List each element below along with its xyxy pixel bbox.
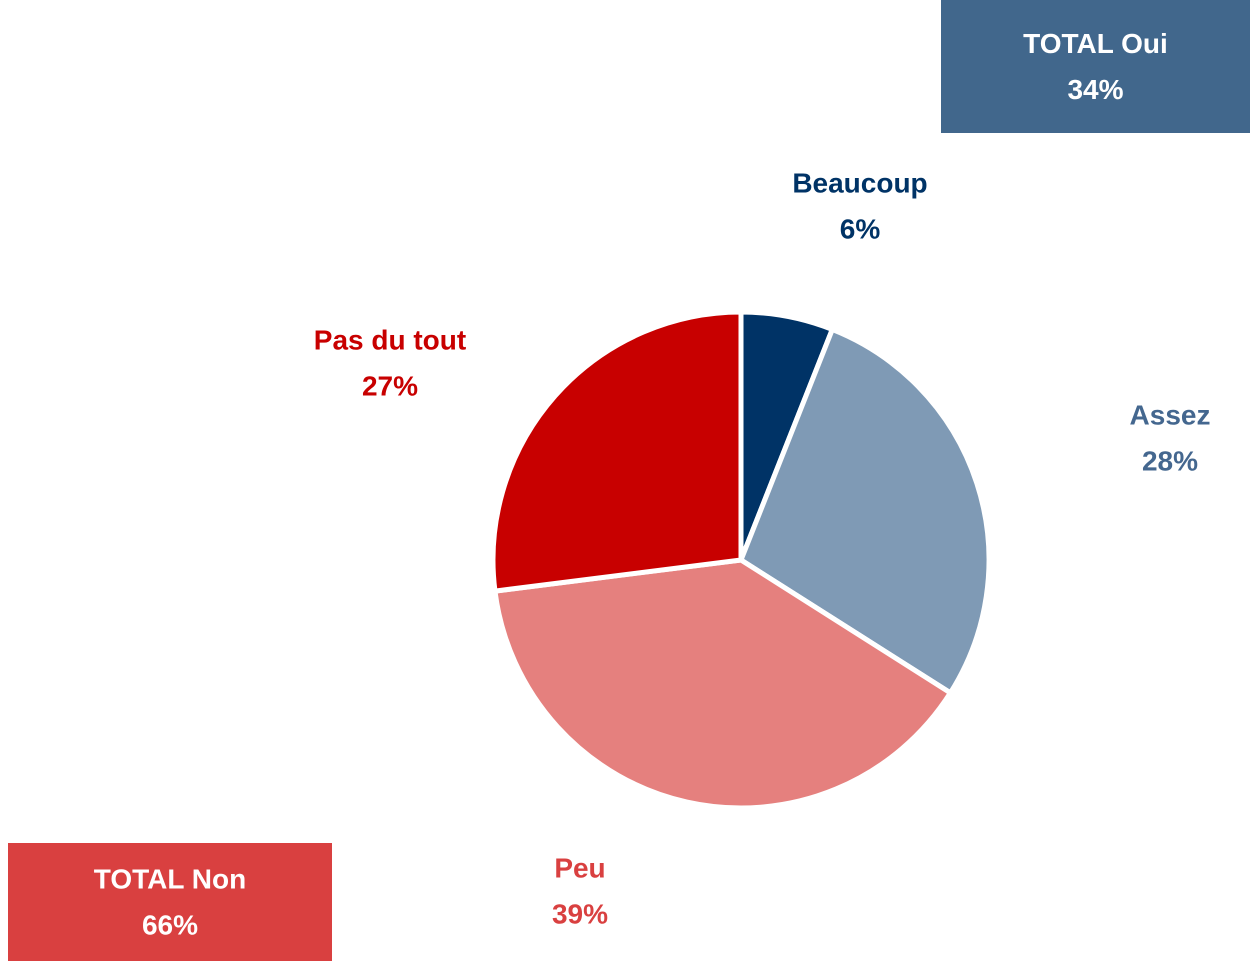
- slice-label: Beaucoup: [792, 167, 927, 198]
- slice-value: 27%: [362, 370, 418, 401]
- total-value: 34%: [1067, 74, 1123, 105]
- total-label: TOTAL Non: [94, 863, 246, 894]
- slice-label: Peu: [554, 852, 605, 883]
- slice-value: 6%: [840, 213, 881, 244]
- slice-value: 39%: [552, 898, 608, 929]
- total-value: 66%: [142, 909, 198, 940]
- pie-slice: [492, 557, 953, 811]
- slice-label: Assez: [1130, 399, 1211, 430]
- total-box: [8, 843, 332, 961]
- pie-slice: [490, 309, 744, 594]
- total-label: TOTAL Oui: [1023, 28, 1168, 59]
- total-box: [941, 0, 1250, 133]
- pie-slice: [738, 326, 992, 696]
- slice-value: 28%: [1142, 445, 1198, 476]
- slice-label: Pas du tout: [314, 324, 466, 355]
